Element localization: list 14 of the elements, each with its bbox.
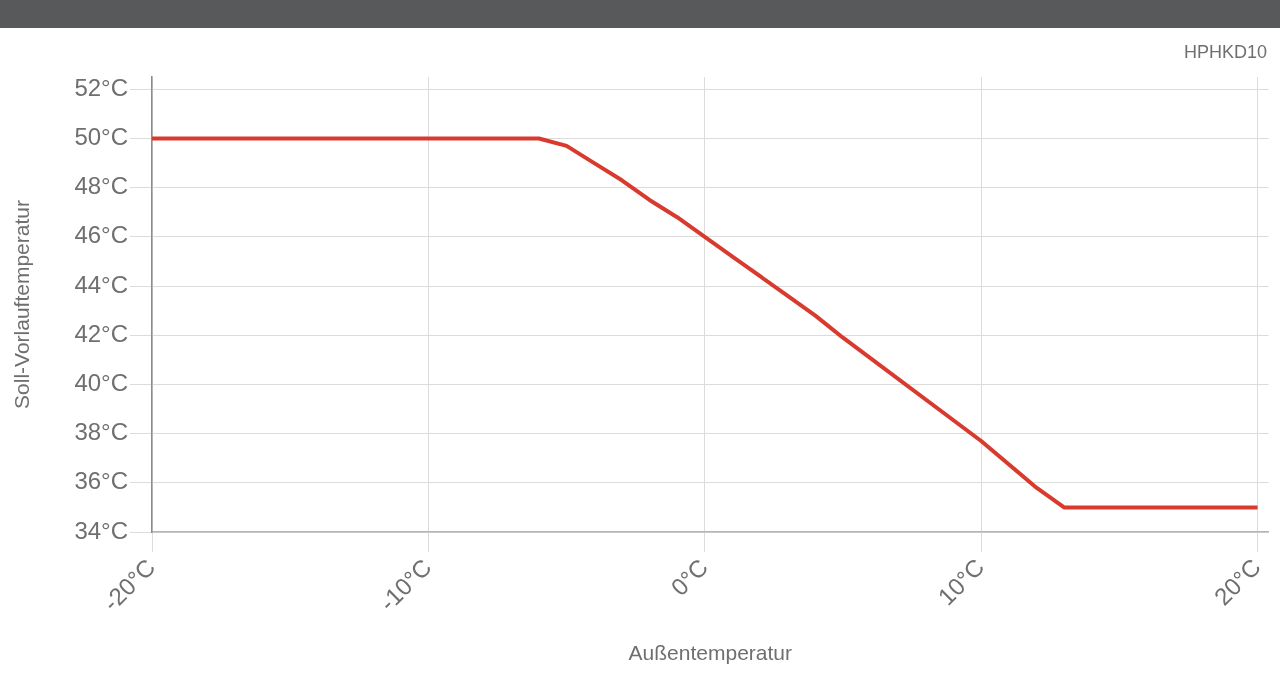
y-tick-label: 36°C xyxy=(74,467,128,495)
x-tick-label: 0°C xyxy=(665,553,713,601)
y-tick-label: 34°C xyxy=(74,516,128,544)
text: HPHKD10 xyxy=(1183,41,1267,62)
y-tick-label: 48°C xyxy=(74,172,128,200)
y-axis-title: Soll-Vorlauftemperatur xyxy=(10,200,34,409)
y-tick-label: 44°C xyxy=(74,270,128,298)
y-tick-label: 50°C xyxy=(74,123,128,151)
y-tick-label: 40°C xyxy=(74,369,128,397)
y-tick-label: 38°C xyxy=(74,418,128,446)
y-tick-label: 46°C xyxy=(74,221,128,249)
x-axis-title: Außentemperatur xyxy=(628,641,793,665)
y-tick-label: 52°C xyxy=(74,73,128,101)
y-tick-label: 42°C xyxy=(74,319,128,347)
